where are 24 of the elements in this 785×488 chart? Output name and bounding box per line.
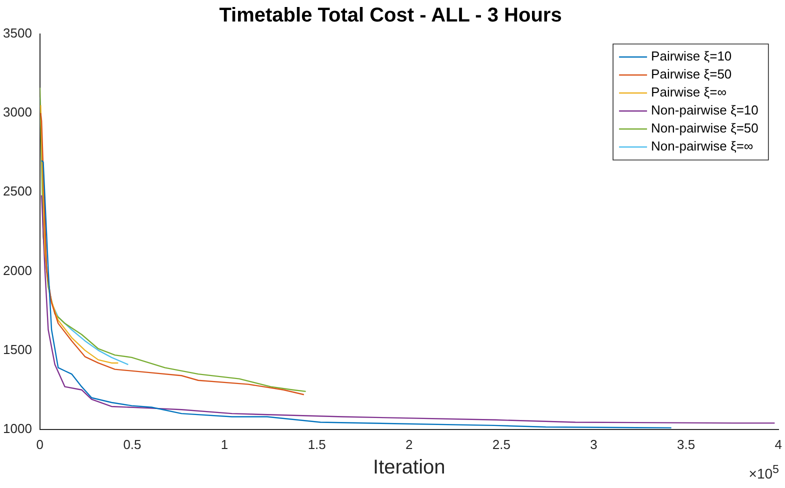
y-tick-label: 2000 (3, 262, 32, 278)
y-tick-label: 3000 (3, 104, 32, 120)
x-axis-title: Iteration (373, 456, 446, 479)
legend-label: Non-pairwise ξ=∞ (651, 138, 754, 154)
x-tick-label: 3.5 (677, 436, 696, 452)
x-tick-label: 2.5 (492, 436, 510, 452)
x-tick-label: 4 (774, 436, 782, 452)
y-tick-label: 1500 (3, 342, 32, 357)
chart-title: Timetable Total Cost - ALL - 3 Hours (219, 4, 562, 27)
legend-label: Pairwise ξ=∞ (651, 84, 726, 100)
legend-label: Non-pairwise ξ=50 (651, 120, 758, 136)
x-tick-label: 2 (406, 436, 413, 452)
x-tick-label: 1.5 (308, 436, 326, 452)
y-tick-label: 1000 (3, 420, 32, 436)
x-tick-label: 1 (220, 436, 228, 452)
x-tick-label: 0.5 (123, 436, 142, 452)
y-tick-label: 2500 (3, 184, 32, 199)
legend-label: Non-pairwise ξ=10 (651, 102, 758, 118)
legend-label: Pairwise ξ=50 (651, 66, 732, 82)
y-tick-label: 3500 (3, 26, 32, 41)
x-tick-label: 3 (590, 436, 598, 452)
text: ×10$^{5}$ (748, 463, 779, 482)
x-tick-label: 0 (36, 436, 44, 452)
legend-label: Pairwise ξ=10 (651, 48, 732, 64)
